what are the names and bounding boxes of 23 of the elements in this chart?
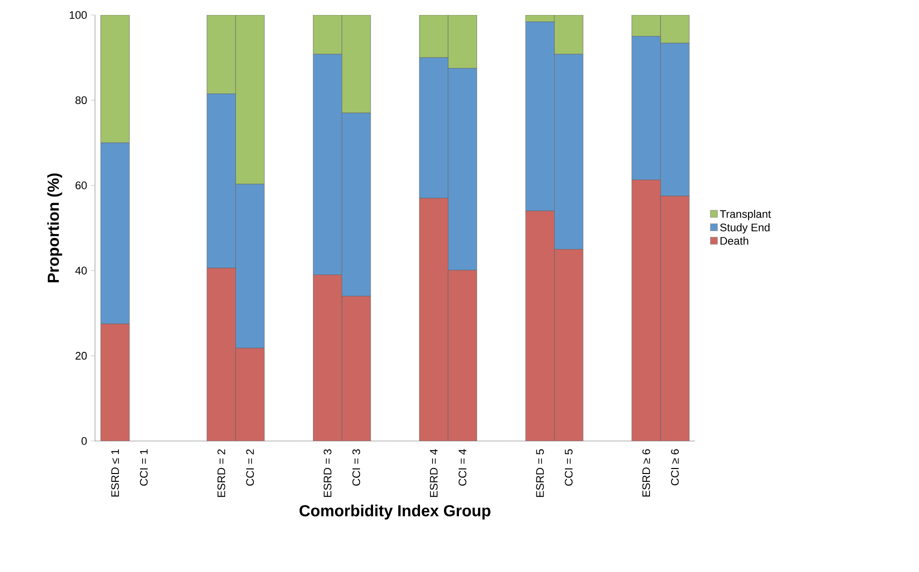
- y-tick-label: 20: [76, 352, 87, 360]
- legend-label: Death: [720, 236, 748, 245]
- x-tick-label: ESRD = 3: [324, 449, 332, 497]
- x-tick-label: ESRD ≥ 6: [642, 449, 650, 497]
- y-tick-label: 60: [76, 182, 87, 190]
- y-tick-label: 40: [75, 266, 87, 274]
- y-axis-title: Proportion (%): [47, 173, 62, 282]
- y-tick-label: 100: [70, 11, 87, 19]
- x-tick-label: ESRD = 5: [536, 449, 544, 497]
- y-tick-label: 80: [76, 96, 87, 104]
- legend-label: Study End: [720, 223, 770, 234]
- x-tick-label: CCI = 5: [564, 449, 573, 486]
- legend-label: Transplant: [720, 210, 771, 220]
- x-tick-label: CCI ≥ 6: [671, 449, 679, 486]
- y-tick-label: 0: [82, 437, 87, 445]
- x-axis-title: Comorbidity Index Group: [300, 504, 490, 520]
- x-tick-label: CCI = 2: [246, 449, 254, 486]
- x-tick-label: ESRD = 4: [430, 449, 438, 497]
- x-tick-label: CCI = 1: [140, 449, 148, 486]
- x-tick-label: CCI = 4: [458, 449, 466, 486]
- x-tick-label: ESRD = 2: [217, 449, 226, 497]
- x-tick-label: CCI = 3: [352, 449, 360, 486]
- x-tick-label: ESRD ≤ 1: [111, 449, 119, 497]
